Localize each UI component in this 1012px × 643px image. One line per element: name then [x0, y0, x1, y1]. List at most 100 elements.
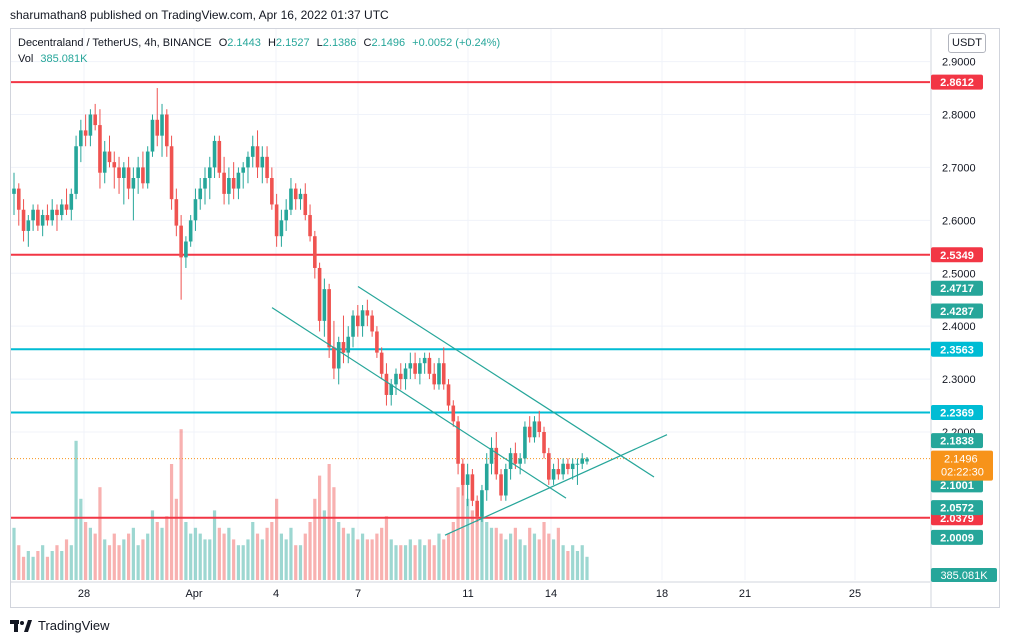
- level-price-label: 2.2369: [940, 407, 974, 419]
- volume-bar: [117, 545, 121, 580]
- x-tick-label: 14: [545, 588, 557, 600]
- candle-body: [207, 167, 212, 178]
- tradingview-logo-icon: [10, 619, 32, 632]
- volume-bar: [131, 527, 135, 580]
- close-value: 2.1496: [371, 37, 406, 49]
- candle-body: [198, 188, 203, 200]
- y-tick-label: 2.3000: [942, 374, 976, 386]
- volume-bar: [585, 556, 589, 580]
- volume-bar: [413, 545, 417, 580]
- volume-bar: [403, 545, 408, 580]
- volume-bar: [184, 522, 188, 580]
- candle-body: [136, 167, 140, 178]
- high-label: H: [267, 37, 276, 49]
- countdown-label: 02:22:30: [941, 467, 984, 479]
- price-tag-label: 2.1001: [940, 480, 974, 492]
- candle-body: [489, 447, 494, 464]
- volume-bar: [31, 556, 35, 580]
- high-value: 2.1527: [275, 37, 310, 49]
- volume-bar: [169, 464, 174, 580]
- volume-bar: [394, 545, 398, 580]
- tradingview-logo[interactable]: TradingView: [10, 618, 110, 633]
- volume-bar: [456, 487, 460, 580]
- volume-bar: [298, 545, 303, 580]
- volume-bar: [45, 556, 50, 580]
- ohlc-row: Decentraland / TetherUS, 4h, BINANCE O2.…: [18, 35, 504, 51]
- volume-bar: [466, 498, 470, 580]
- candle-body: [494, 447, 499, 475]
- volume-bar: [103, 539, 107, 580]
- symbol-title[interactable]: Decentraland / TetherUS, 4h, BINANCE: [18, 37, 212, 49]
- candle-body: [241, 167, 245, 173]
- candle-body: [356, 315, 360, 327]
- volume-bar: [446, 533, 451, 580]
- candle-body: [332, 347, 336, 369]
- volume-bar: [255, 533, 260, 580]
- candle-body: [408, 363, 413, 369]
- candle-body: [370, 315, 374, 332]
- volume-bar: [318, 475, 322, 580]
- candle-body: [222, 172, 226, 194]
- candle-body: [313, 236, 317, 268]
- volume-bar: [294, 545, 298, 580]
- x-tick-label: 28: [78, 588, 90, 600]
- candle-body: [556, 469, 561, 475]
- candle-body: [470, 474, 475, 501]
- x-tick-label: 4: [273, 588, 279, 600]
- candle-body: [518, 458, 522, 464]
- volume-bar: [50, 551, 54, 580]
- candle-body: [274, 204, 279, 237]
- volume-bar: [289, 527, 293, 580]
- candle-body: [384, 373, 389, 395]
- volume-bar: [136, 545, 140, 580]
- candle-body: [279, 220, 284, 237]
- candle-body: [59, 204, 64, 216]
- volume-bar: [179, 429, 183, 580]
- candle-body: [451, 405, 456, 422]
- x-tick-label: 18: [656, 588, 668, 600]
- volume-bar: [260, 539, 264, 580]
- current-price-label: 2.1496: [944, 454, 978, 466]
- volume-bar: [432, 545, 436, 580]
- candle-body: [475, 500, 479, 517]
- volume-bar: [341, 527, 346, 580]
- candle-body: [246, 156, 250, 168]
- candle-body: [289, 188, 293, 210]
- volume-bar: [165, 516, 169, 580]
- level-price-label: 2.8612: [940, 77, 974, 89]
- volume-bar: [313, 498, 317, 580]
- volume-bar: [79, 498, 83, 580]
- volume-bar: [475, 504, 479, 580]
- chart-legend: Decentraland / TetherUS, 4h, BINANCE O2.…: [18, 35, 504, 67]
- volume-bar: [375, 533, 379, 580]
- candle-body: [88, 114, 93, 136]
- volume-bar: [284, 539, 288, 580]
- price-tag-label-bg: [931, 500, 983, 516]
- candle-body: [284, 209, 288, 221]
- volume-bar: [236, 545, 241, 580]
- y-tick-label: 2.9000: [942, 57, 976, 69]
- volume-bar: [303, 533, 307, 580]
- candle-body: [322, 289, 327, 321]
- volume-bar: [504, 539, 508, 580]
- currency-button[interactable]: USDT: [948, 33, 986, 53]
- candle-body: [165, 114, 169, 147]
- candle-body: [437, 363, 441, 385]
- candle-body: [260, 156, 265, 168]
- price-tag-label: 2.4717: [940, 283, 974, 295]
- price-chart[interactable]: 2.9000 2.8000 2.7000 2.6000 2.5000 2.4000 2.30…: [0, 0, 1012, 612]
- volume-bar: [246, 539, 250, 580]
- volume-bar: [337, 522, 341, 580]
- level-price-label: 2.5349: [940, 250, 974, 262]
- candle-body: [542, 432, 546, 454]
- candle-body: [394, 373, 398, 385]
- candle-body: [217, 140, 222, 173]
- candle-body: [508, 453, 513, 470]
- candle-body: [547, 453, 551, 480]
- volume-bar: [193, 527, 198, 580]
- close-label: C: [363, 37, 372, 49]
- volume-bar: [217, 527, 221, 580]
- low-label: L: [316, 37, 323, 49]
- volume-bar: [575, 551, 580, 580]
- price-tag-label-bg: [931, 477, 983, 493]
